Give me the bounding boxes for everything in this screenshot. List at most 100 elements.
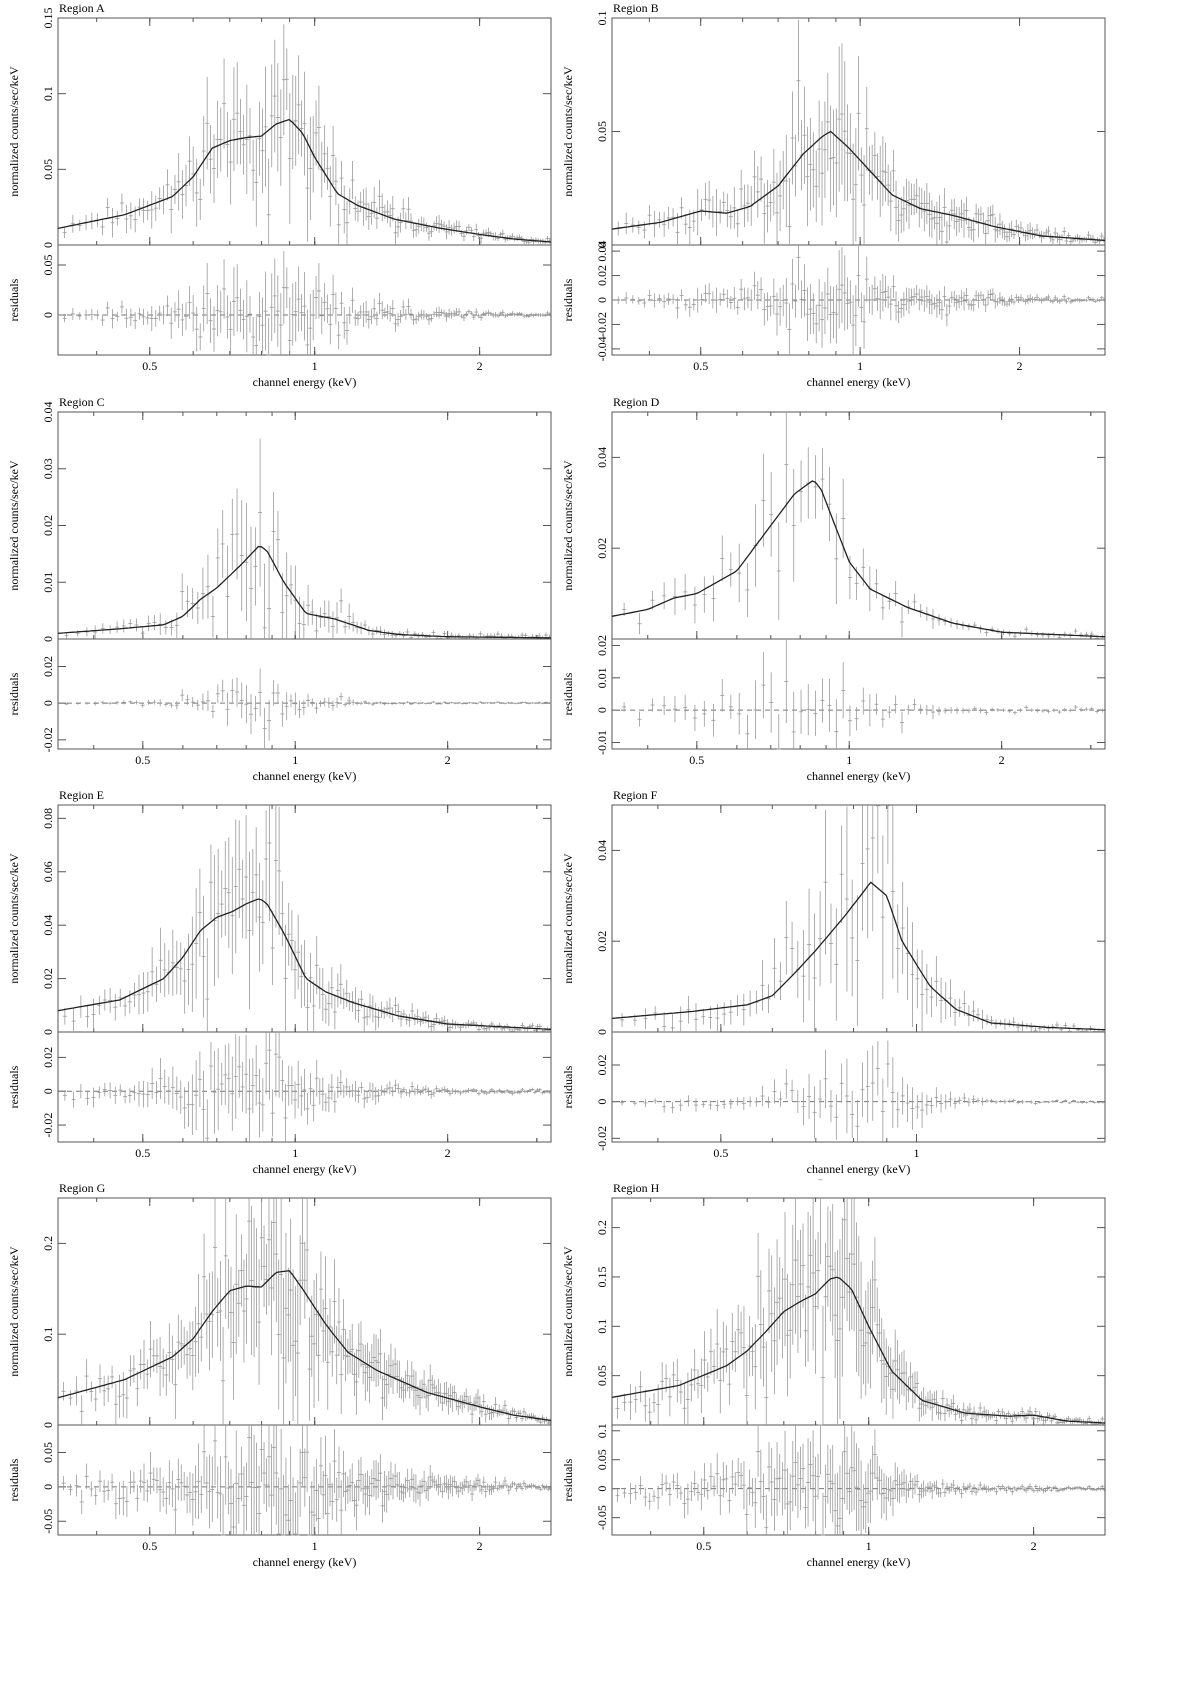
x-tick-label: 0.5	[142, 1539, 157, 1553]
y-tick-label: 0	[41, 636, 55, 642]
residual-points	[62, 1032, 552, 1142]
residual-y-tick-label: 0	[595, 707, 609, 713]
residual-axis-label: residuals	[561, 1458, 575, 1501]
residual-axis-label: residuals	[7, 672, 21, 715]
x-tick-label: 1	[292, 1146, 298, 1160]
model-curve	[57, 545, 552, 639]
panel-region-g: Region G 0.5 1 2 0 0.1 0.2 -0.05 0 0.05 normalized…	[7, 1181, 553, 1569]
y-axis-label: normalized counts/sec/keV	[7, 460, 21, 591]
panel-title: Region F	[613, 788, 658, 802]
residual-plot-frame	[611, 1031, 1106, 1143]
residual-y-tick-label: -0.02	[595, 312, 609, 337]
model-curve	[57, 118, 552, 243]
residual-y-tick-label: 0.02	[595, 265, 609, 286]
x-tick-label: 0.5	[142, 359, 157, 373]
x-tick-label: 1	[914, 1146, 920, 1160]
y-tick-label: 0	[41, 242, 55, 248]
residual-y-tick-label: 0.01	[595, 667, 609, 688]
y-tick-label: 0.03	[41, 458, 55, 479]
residual-points	[616, 245, 1106, 355]
x-axis-label: channel energy (keV)	[807, 375, 911, 389]
y-tick-label: 0.1	[41, 86, 55, 101]
y-tick-label: 0.1	[595, 11, 609, 26]
residual-y-tick-label: -0.05	[595, 1505, 609, 1530]
y-tick-label: 0	[595, 242, 609, 248]
y-axis-label: normalized counts/sec/keV	[7, 1246, 21, 1377]
y-tick-label: 0.04	[595, 447, 609, 468]
residual-points	[64, 668, 552, 749]
x-tick-label: 2	[477, 1539, 483, 1553]
x-tick-label: 0.5	[689, 753, 704, 767]
data-points	[62, 805, 552, 1032]
y-tick-label: 0.04	[41, 915, 55, 936]
residual-points	[62, 250, 552, 356]
data-points	[61, 1198, 553, 1425]
panel-region-h: Region H 0.5 1 2 0.05 0.1 0.15 0.2 -0.05 0 0.05 0.1…	[561, 1179, 1107, 1569]
y-tick-label: 0.2	[595, 1220, 609, 1235]
residual-y-tick-label: 0.05	[41, 1442, 55, 1463]
y-tick-label: 0.1	[595, 1319, 609, 1334]
y-tick-label: 0	[41, 1422, 55, 1428]
panel-title: Region C	[59, 395, 105, 409]
main-plot-frame	[611, 411, 1106, 640]
data-points	[615, 1179, 1107, 1425]
x-tick-label: 1	[312, 359, 318, 373]
residual-y-tick-label: 0.02	[41, 656, 55, 677]
y-tick-label: 0.1	[41, 1327, 55, 1342]
residual-y-tick-label: 0	[595, 1099, 609, 1105]
residual-axis-label: residuals	[561, 1065, 575, 1108]
residual-y-tick-label: -0.04	[595, 336, 609, 361]
residual-y-tick-label: -0.02	[41, 727, 55, 752]
y-axis-label: normalized counts/sec/keV	[7, 66, 21, 197]
y-tick-label: 0.02	[41, 968, 55, 989]
y-tick-label: 0.02	[595, 538, 609, 559]
x-axis-label: channel energy (keV)	[807, 1162, 911, 1176]
main-plot-frame	[611, 804, 1106, 1033]
residual-points	[622, 640, 1105, 750]
x-tick-label: 0.5	[696, 1539, 711, 1553]
x-tick-label: 1	[292, 753, 298, 767]
panel-title: Region E	[59, 788, 104, 802]
x-tick-label: 0.5	[135, 1146, 150, 1160]
residual-points	[620, 1040, 1105, 1142]
y-tick-label: 0.06	[41, 861, 55, 882]
model-curve	[57, 1270, 552, 1422]
data-points	[62, 24, 552, 245]
y-tick-label: 0	[41, 1029, 55, 1035]
y-tick-label: 0.04	[595, 840, 609, 861]
y-tick-label: 0.15	[41, 8, 55, 29]
y-axis-label: normalized counts/sec/keV	[561, 66, 575, 197]
residual-y-tick-label: -0.01	[595, 730, 609, 755]
main-plot-frame	[57, 411, 552, 640]
data-points	[622, 412, 1105, 639]
x-axis-label: channel energy (keV)	[807, 769, 911, 783]
model-curve	[611, 130, 1106, 242]
residual-axis-label: residuals	[7, 1065, 21, 1108]
y-tick-label: 0.01	[41, 572, 55, 593]
y-tick-label: 0.05	[41, 159, 55, 180]
residual-y-tick-label: 0.05	[595, 1449, 609, 1470]
y-tick-label: 0.02	[595, 931, 609, 952]
residual-plot-frame	[57, 244, 552, 356]
panel-region-e: Region E 0.5 1 2 0 0.02 0.04 0.06 0.08 -0.02 0 0.02…	[7, 788, 552, 1176]
residual-axis-label: residuals	[7, 278, 21, 321]
x-tick-label: 1	[312, 1539, 318, 1553]
y-tick-label: 0.05	[595, 121, 609, 142]
y-tick-label: 0.08	[41, 808, 55, 829]
x-tick-label: 2	[1031, 1539, 1037, 1553]
y-axis-label: normalized counts/sec/keV	[561, 853, 575, 984]
residual-y-tick-label: -0.05	[41, 1509, 55, 1534]
y-axis-label: normalized counts/sec/keV	[7, 853, 21, 984]
x-tick-label: 2	[445, 1146, 451, 1160]
x-tick-label: 1	[866, 1539, 872, 1553]
data-points	[616, 19, 1106, 245]
model-curve	[57, 898, 552, 1030]
residual-y-tick-label: 0.04	[595, 241, 609, 262]
model-curve	[611, 881, 1106, 1031]
panel-title: Region H	[613, 1181, 660, 1195]
residual-points	[61, 1425, 553, 1536]
panel-title: Region D	[613, 395, 660, 409]
x-axis-label: channel energy (keV)	[253, 1555, 357, 1569]
residual-y-tick-label: 0.1	[595, 1423, 609, 1438]
